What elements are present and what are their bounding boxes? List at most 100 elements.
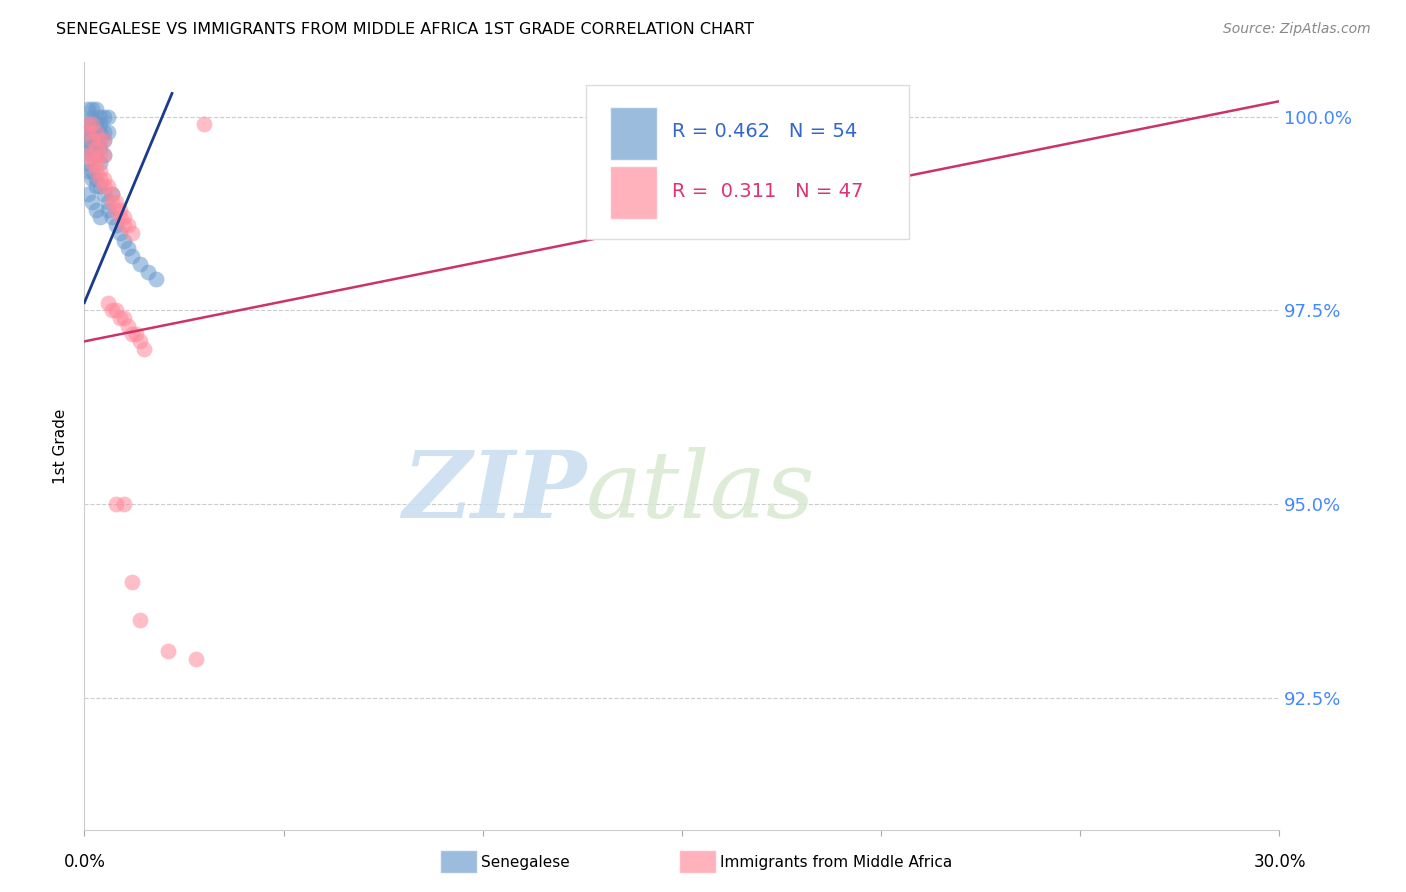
Point [82,171,104,186]
Point [97,202,120,217]
Point [82,141,104,155]
Point [77,133,100,147]
Point [97,179,120,194]
Point [101,194,124,209]
Point [82,110,104,124]
Point [129,613,152,627]
Point [93,148,115,162]
Point [121,226,143,240]
Point [89,179,111,194]
Point [184,652,207,666]
Point [86,179,108,194]
Point [77,141,100,155]
Y-axis label: 1st Grade: 1st Grade [53,409,69,483]
Point [77,148,100,162]
Point [82,148,104,162]
Point [93,133,115,147]
Point [93,179,115,194]
Point [193,117,215,131]
Point [89,133,111,147]
Point [89,117,111,131]
Point [89,141,111,155]
Point [105,497,128,511]
Point [136,265,159,279]
Point [89,148,111,162]
Point [110,211,132,225]
Point [86,141,108,155]
Point [82,125,104,139]
FancyBboxPatch shape [610,166,657,219]
Point [86,202,108,217]
Point [105,194,128,209]
Point [112,234,135,248]
Point [101,303,124,318]
Point [121,326,143,341]
Point [86,164,108,178]
Point [93,110,115,124]
Point [101,187,124,202]
Point [110,202,132,217]
Point [82,156,104,170]
Point [82,194,104,209]
Point [86,117,108,131]
Point [145,272,167,286]
Point [112,218,135,232]
Point [110,311,132,326]
Point [93,187,115,202]
Text: R =  0.311   N = 47: R = 0.311 N = 47 [672,182,863,201]
Point [89,110,111,124]
Point [125,326,148,341]
Point [86,125,108,139]
Point [105,202,128,217]
Point [97,110,120,124]
Point [157,644,180,658]
Point [101,187,124,202]
Point [82,148,104,162]
Point [117,241,139,255]
Point [86,156,108,170]
Point [77,125,100,139]
Text: SENEGALESE VS IMMIGRANTS FROM MIDDLE AFRICA 1ST GRADE CORRELATION CHART: SENEGALESE VS IMMIGRANTS FROM MIDDLE AFR… [56,22,754,37]
Point [97,194,120,209]
FancyBboxPatch shape [610,107,657,160]
Point [86,171,108,186]
Point [89,133,111,147]
Point [89,156,111,170]
Text: 30.0%: 30.0% [1253,853,1306,871]
Point [105,303,128,318]
Point [77,125,100,139]
Point [129,334,152,349]
Text: 0.0%: 0.0% [63,853,105,871]
Point [82,117,104,131]
Point [86,125,108,139]
Point [112,311,135,326]
Point [77,117,100,131]
Point [117,318,139,333]
Point [77,117,100,131]
Point [89,164,111,178]
Point [82,133,104,147]
Text: Source: ZipAtlas.com: Source: ZipAtlas.com [1223,22,1371,37]
Point [89,125,111,139]
Point [77,164,100,178]
Text: Immigrants from Middle Africa: Immigrants from Middle Africa [720,855,952,870]
Point [132,342,156,356]
Point [129,257,152,271]
Point [77,187,100,202]
Text: ZIP: ZIP [402,447,586,537]
Point [112,211,135,225]
Point [117,218,139,232]
Point [110,226,132,240]
Point [82,102,104,116]
Point [82,133,104,147]
Point [112,497,135,511]
Point [93,125,115,139]
Point [93,171,115,186]
Point [89,211,111,225]
Text: atlas: atlas [586,447,815,537]
Point [86,148,108,162]
Point [101,211,124,225]
Point [82,164,104,178]
Point [86,133,108,147]
Point [93,133,115,147]
